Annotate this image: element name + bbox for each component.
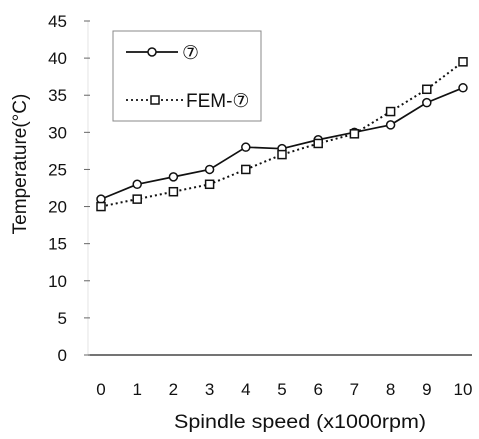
data-point-square	[349, 129, 360, 139]
data-point-square	[132, 194, 142, 204]
y-tick-label: 20	[48, 198, 67, 217]
data-point-circle	[241, 142, 251, 152]
y-ticks: 0 5 10 15 20 25 30 35 40 45	[48, 12, 90, 365]
series-group	[96, 57, 468, 212]
y-tick-label: 5	[58, 309, 67, 328]
x-tick-label: 9	[422, 380, 431, 399]
y-tick-label: 0	[58, 346, 67, 365]
legend: ⑦ FEM-⑦	[112, 30, 262, 122]
axes	[87, 21, 472, 356]
x-tick-label: 8	[386, 380, 395, 399]
data-point-square	[385, 106, 396, 117]
y-tick-label: 10	[48, 272, 67, 291]
data-point-square	[96, 201, 106, 212]
x-tick-label: 1	[132, 380, 141, 399]
data-point-circle	[204, 164, 215, 175]
legend-entry-series-2: FEM-⑦	[126, 91, 249, 112]
data-point-square	[241, 164, 251, 175]
legend-marker-circle	[147, 47, 157, 57]
data-point-square	[204, 179, 215, 190]
y-tick-label: 15	[48, 235, 67, 254]
x-tick-label: 7	[350, 380, 359, 399]
x-tick-label: 0	[96, 380, 105, 399]
legend-entry-series-1: ⑦	[126, 43, 199, 64]
legend-box	[112, 30, 262, 122]
data-point-circle	[422, 97, 432, 108]
x-tick-label: 5	[277, 380, 286, 399]
x-tick-label: 2	[169, 380, 178, 399]
series-2	[96, 57, 468, 212]
y-tick-label: 35	[48, 86, 67, 105]
x-tick-label: 4	[241, 380, 250, 399]
data-point-square	[313, 138, 323, 149]
legend-label: ⑦	[182, 43, 199, 64]
data-point-circle	[385, 120, 396, 130]
legend-marker-square	[150, 95, 160, 105]
series-1	[96, 83, 468, 204]
y-axis-label: Temperature(°C)	[10, 94, 31, 235]
data-point-square	[168, 186, 179, 197]
y-tick-label: 45	[48, 12, 67, 31]
data-point-circle	[132, 179, 142, 190]
x-tick-label: 3	[205, 380, 214, 399]
x-ticks: 0 1 2 3 4 5 6 7 8 9 10	[96, 380, 472, 399]
data-point-circle	[168, 172, 179, 182]
x-tick-label: 10	[454, 380, 473, 399]
series-2-line	[100, 61, 464, 208]
x-tick-label: 6	[313, 380, 322, 399]
x-axis-label: Spindle speed (x1000rpm)	[174, 412, 426, 433]
y-tick-label: 30	[48, 123, 67, 142]
data-point-square	[458, 57, 468, 67]
data-point-square	[277, 149, 287, 160]
legend-label: FEM-⑦	[186, 91, 249, 112]
y-tick-label: 40	[48, 49, 67, 68]
data-point-circle	[458, 83, 468, 93]
data-point-square	[422, 84, 432, 95]
y-tick-label: 25	[48, 160, 67, 179]
